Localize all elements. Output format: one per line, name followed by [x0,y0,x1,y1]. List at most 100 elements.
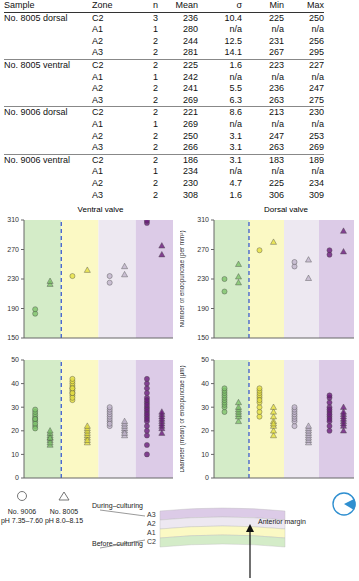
html-text:n/a: n/a [271,24,284,35]
html-text:253: 253 [309,130,324,141]
svg-text:10: 10 [201,451,209,458]
html-text:n/a: n/a [311,24,324,35]
svg-text:270: 270 [197,246,209,253]
html-text:266: 266 [183,142,198,153]
html-text:n/a: n/a [311,71,324,82]
html-text:n/a: n/a [271,118,284,129]
html-text:267: 267 [269,47,284,58]
html-text:5.5: 5.5 [229,83,242,94]
html-text:A3: A3 [92,142,103,153]
html-text:281: 281 [183,47,198,58]
svg-text:270: 270 [8,246,19,253]
html-text:A1: A1 [92,24,103,35]
html-text:No. 8005 dorsal: No. 8005 dorsal [4,12,68,23]
html-text:247: 247 [269,130,284,141]
html-text:A2: A2 [92,83,103,94]
html-text:C2: C2 [92,107,104,118]
html-text:10.4: 10.4 [224,12,242,23]
html-text:236: 236 [269,83,284,94]
html-text:269: 269 [183,118,198,129]
html-text:A1: A1 [92,118,103,129]
svg-text:150: 150 [8,334,19,341]
html-text:230: 230 [309,107,324,118]
html-text:234: 234 [183,166,198,177]
svg-text:20: 20 [11,427,19,434]
svg-text:A2: A2 [147,520,156,527]
html-text:A2: A2 [92,130,103,141]
html-text:183: 183 [269,154,284,165]
html-text:295: 295 [309,47,324,58]
svg-text:C2: C2 [147,538,156,545]
html-text:241: 241 [183,83,198,94]
html-text:8.6: 8.6 [229,107,242,118]
html-text:263: 263 [269,142,284,153]
html-text:3.1: 3.1 [229,154,242,165]
html-text:242: 242 [183,71,198,82]
svg-text:310: 310 [197,216,209,223]
svg-text:A1: A1 [147,529,156,536]
html-text:244: 244 [183,35,198,46]
svg-text:pH 7.35–7.60: pH 7.35–7.60 [8,517,43,525]
html-text:A1: A1 [92,166,103,177]
html-text:269: 269 [309,142,324,153]
svg-text:30: 30 [11,404,19,411]
svg-text:10: 10 [11,451,19,458]
html-text:n/a: n/a [229,24,242,35]
svg-text:A3: A3 [147,511,156,518]
svg-text:No. 9006: No. 9006 [8,508,36,515]
html-text:A3: A3 [92,94,103,105]
html-text:C2: C2 [92,154,104,165]
html-text:14.1: 14.1 [224,47,242,58]
html-text:3.1: 3.1 [229,130,242,141]
html-text:231: 231 [269,35,284,46]
svg-text:0: 0 [15,474,19,481]
html-text:A3: A3 [92,47,103,58]
html-text:No. 9006 ventral: No. 9006 ventral [4,154,70,165]
svg-text:No. 8005: No. 8005 [50,508,79,515]
svg-text:During–culturing: During–culturing [92,502,143,510]
svg-text:Anterior margin: Anterior margin [258,518,306,526]
svg-text:50: 50 [201,356,209,363]
svg-text:30: 30 [201,404,209,411]
html-text:186: 186 [183,154,198,165]
html-text:256: 256 [309,35,324,46]
html-text:C2: C2 [92,12,104,23]
html-text:A1: A1 [92,71,103,82]
html-text:12.5: 12.5 [224,35,242,46]
html-text:n/a: n/a [229,118,242,129]
svg-text:150: 150 [197,334,209,341]
html-text:6.3: 6.3 [229,94,242,105]
svg-text:230: 230 [197,275,209,282]
html-text:280: 280 [183,24,198,35]
svg-text:Number of endopunctae (per mm²: Number of endopunctae (per mm²) [180,231,186,328]
svg-text:20: 20 [201,427,209,434]
svg-text:190: 190 [197,305,209,312]
svg-text:40: 40 [201,380,209,387]
html-text:n/a: n/a [271,71,284,82]
svg-text:40: 40 [11,380,19,387]
html-text:n/a: n/a [229,71,242,82]
svg-text:230: 230 [8,275,19,282]
html-text:A2: A2 [92,35,103,46]
html-text:No. 9006 dorsal: No. 9006 dorsal [4,107,68,118]
html-text:n/a: n/a [311,118,324,129]
svg-text:Diameter (mean) of endopunctae: Diameter (mean) of endopunctae (μm) [180,365,186,472]
html-text:247: 247 [309,83,324,94]
svg-text:310: 310 [8,216,19,223]
html-text:275: 275 [309,94,324,105]
svg-text:50: 50 [11,356,19,363]
html-text:189: 189 [309,154,324,165]
html-text:263: 263 [269,94,284,105]
html-text:236: 236 [183,12,198,23]
html-text:269: 269 [183,94,198,105]
svg-text:pH 8.0–8.15: pH 8.0–8.15 [45,517,83,525]
html-text:250: 250 [183,130,198,141]
html-text:225: 225 [269,12,284,23]
svg-text:Before–culturing: Before–culturing [92,540,143,548]
html-text:250: 250 [309,12,324,23]
html-text:3.1: 3.1 [229,142,242,153]
html-text:221: 221 [183,107,198,118]
svg-text:190: 190 [8,305,19,312]
html-text:213: 213 [269,107,284,118]
svg-text:0: 0 [205,474,209,481]
